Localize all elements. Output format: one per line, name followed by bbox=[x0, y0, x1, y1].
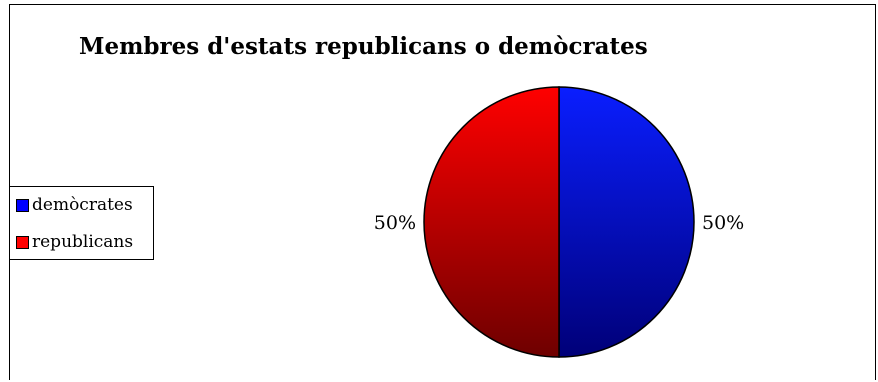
legend-label: republicans bbox=[32, 232, 134, 252]
pie-slice-democrates bbox=[558, 86, 695, 358]
chart-title: Membres d'estats republicans o demòcrate… bbox=[79, 33, 648, 60]
legend-swatch-blue bbox=[16, 198, 29, 212]
legend-swatch-red bbox=[16, 235, 29, 249]
legend-item-democrates: demòcrates bbox=[16, 194, 133, 216]
data-label: 50% bbox=[702, 212, 744, 234]
legend: demòcrates republicans bbox=[9, 186, 154, 260]
pie-slice-republicans bbox=[423, 86, 560, 358]
legend-label: demòcrates bbox=[32, 195, 133, 215]
legend-item-republicans: republicans bbox=[16, 231, 133, 253]
data-label: 50% bbox=[374, 212, 416, 234]
